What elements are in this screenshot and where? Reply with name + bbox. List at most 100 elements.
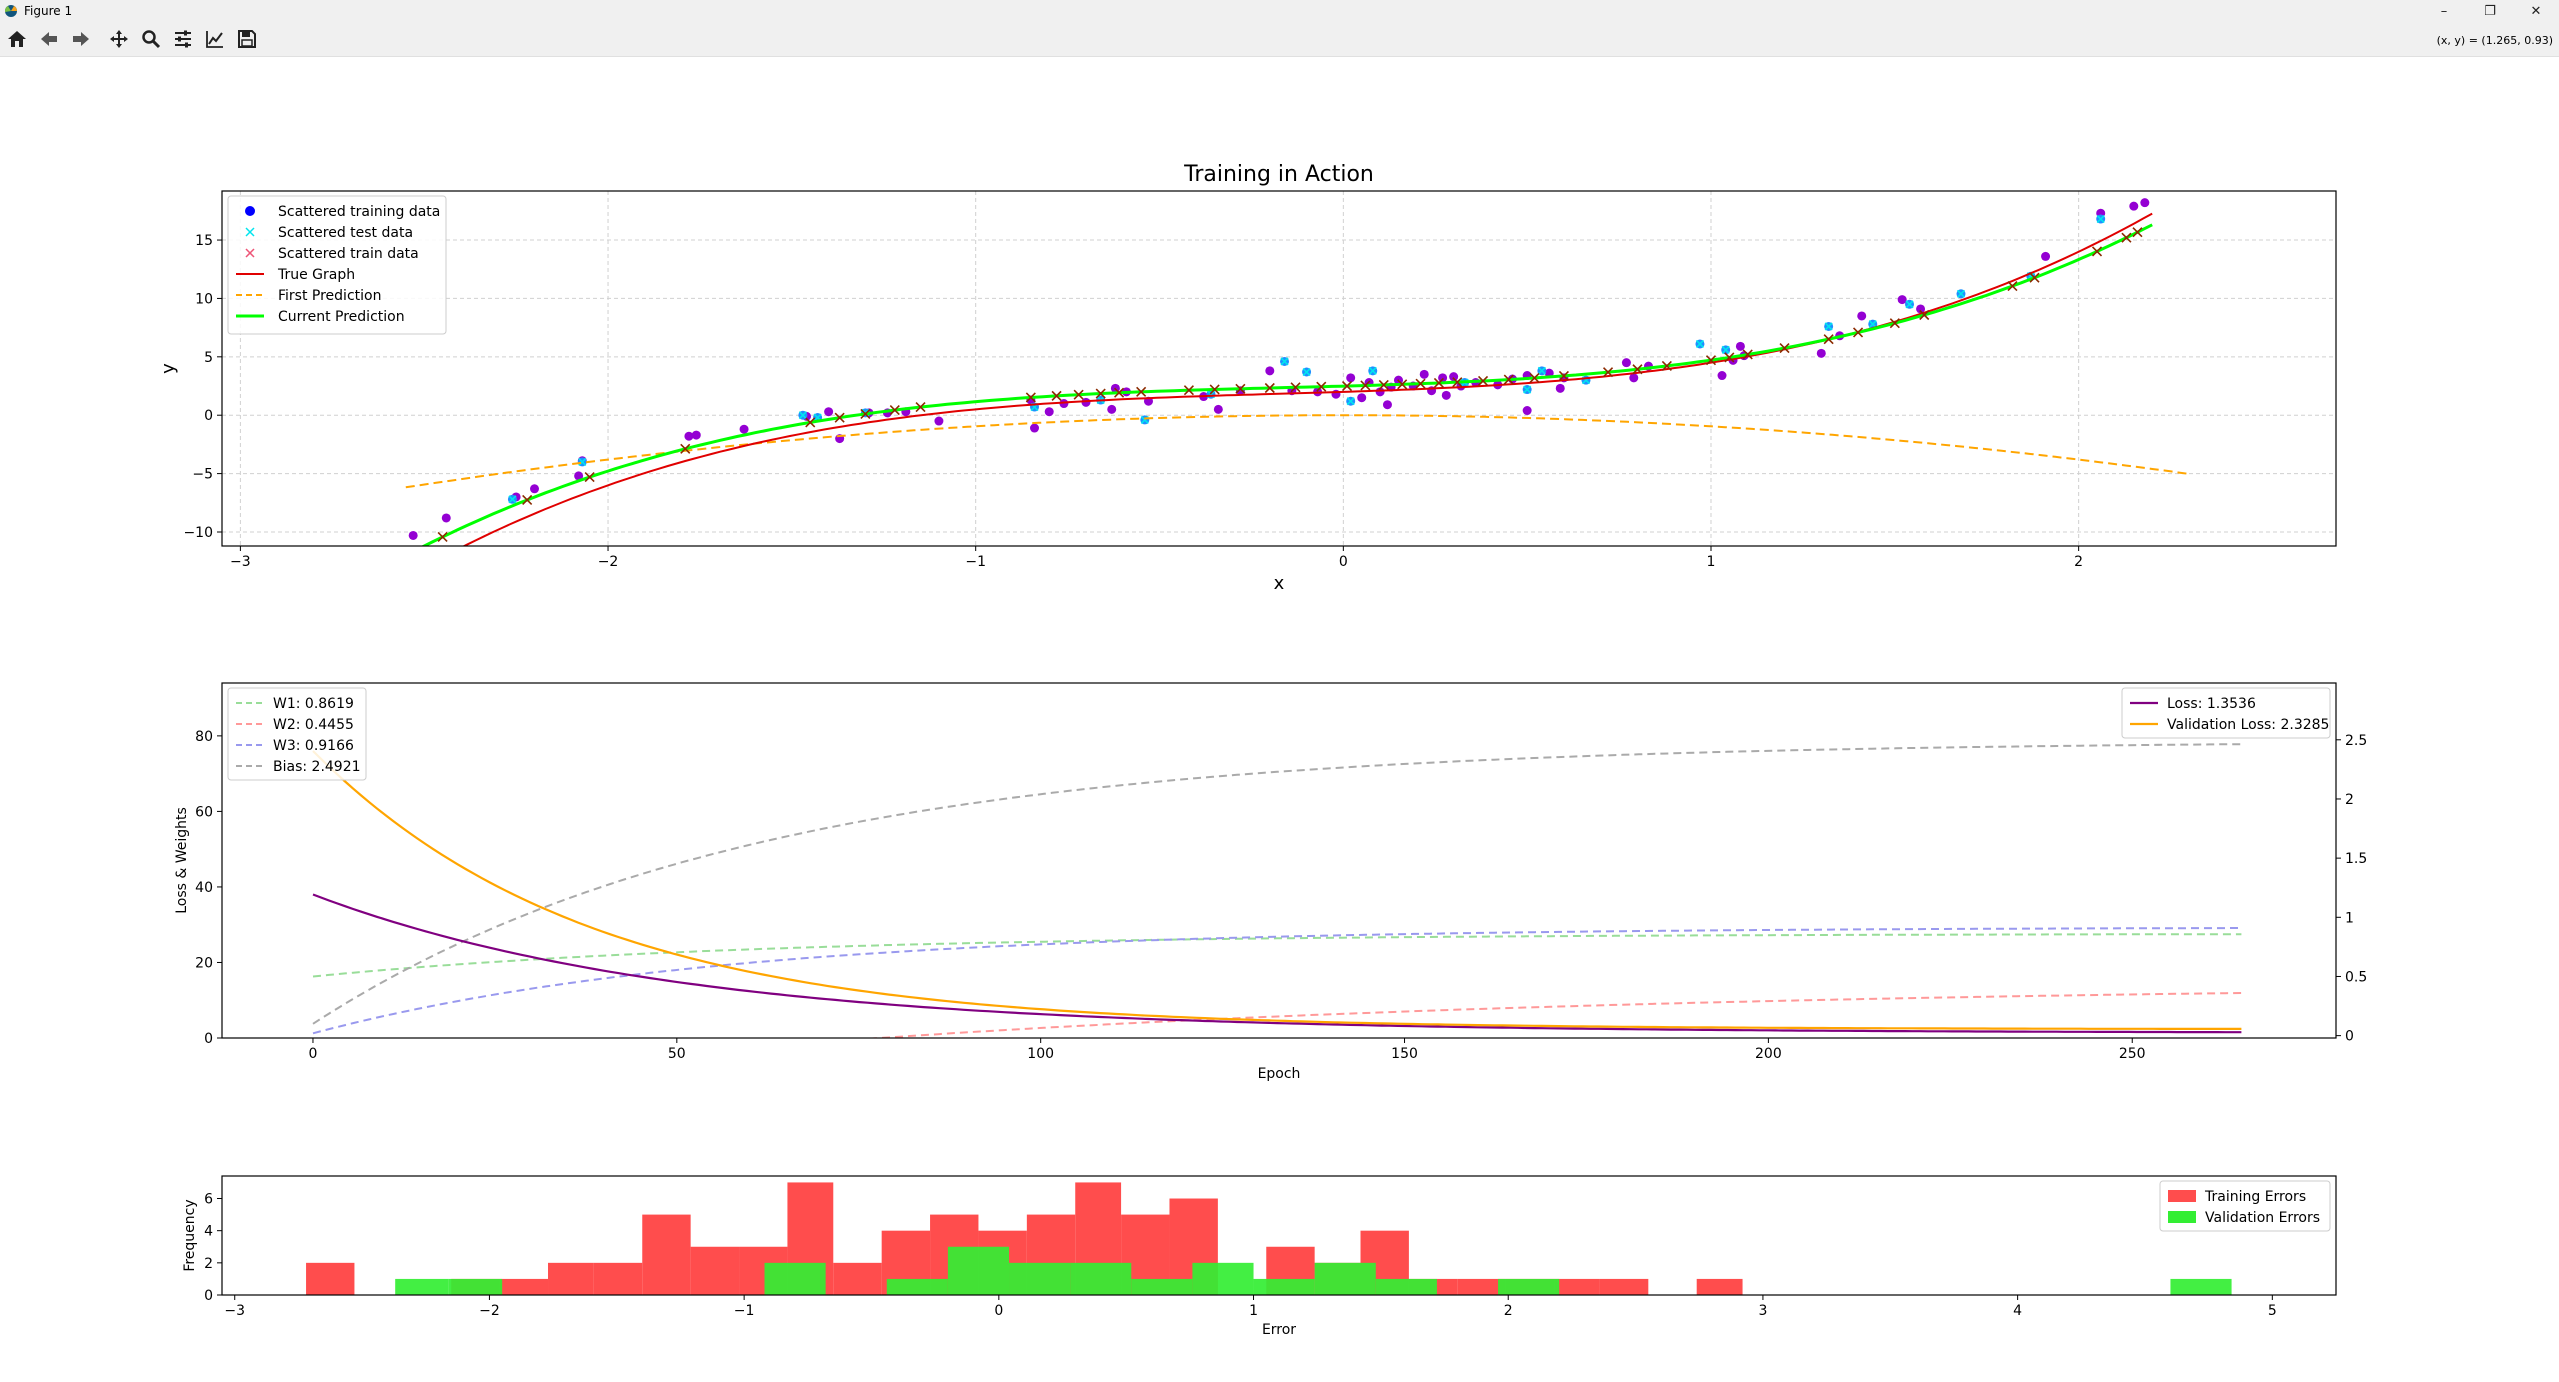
y-tick-label: 40 [195,880,213,896]
training-bar [690,1246,740,1295]
training-point [1857,311,1867,321]
training-point [530,484,540,494]
test-point-cross [1523,385,1532,394]
minimize-button[interactable]: – [2440,3,2448,19]
cursor-coordinates: (x, y) = (1.265, 0.93) [2436,34,2553,47]
validation-bar [947,1246,1010,1295]
subplots-button[interactable] [168,24,198,54]
train-point [1823,334,1834,345]
train-point [1397,379,1408,390]
y-tick-label: 2.5 [2345,733,2367,749]
y-tick-label: 5 [204,350,213,366]
training-point [1030,423,1040,433]
training-bar [548,1262,594,1295]
validation-bar [764,1262,826,1295]
series-line [312,927,2242,1035]
training-point [1916,304,1926,314]
train-point [1503,374,1514,385]
y-tick-label: 0 [2345,1029,2354,1045]
close-button[interactable]: ✕ [2530,3,2542,19]
train-point [1661,360,1672,371]
line-chart-icon [206,31,223,48]
training-point [1213,404,1223,414]
weights-legend: W1: 0.8619 W2: 0.4455 W3: 0.9166 Bias: 2.49… [227,687,367,781]
pan-button[interactable] [104,24,134,54]
legend-label: Bias: 2.4921 [273,759,361,775]
test-point-cross [1695,339,1705,349]
forward-button[interactable] [66,24,96,54]
x-tick-label: 200 [1755,1046,1782,1062]
training-point [1735,341,1745,351]
train-point [1114,387,1125,398]
series-line [866,992,2242,1038]
training-point [1107,404,1117,414]
floppy-icon [238,30,256,48]
y-axis-label: Loss & Weights [174,807,190,914]
legend: Scattered training data Scattered test da… [227,195,447,335]
training-point [934,416,944,426]
train-point [1452,377,1463,388]
train-point [1264,382,1275,394]
train-point [1779,342,1790,354]
train-point [915,402,926,413]
training-bar [642,1214,691,1295]
train-point [1742,349,1753,360]
training-point [1621,358,1631,368]
x-tick-label: 0 [994,1303,1003,1319]
back-button[interactable] [34,24,64,54]
legend-box [2121,687,2331,739]
y-tick-label: 0 [204,408,213,424]
test-point-cross [1721,345,1730,354]
x-axis-label: Epoch [1258,1066,1301,1082]
train-point [2132,227,2143,238]
training-point [1346,373,1356,383]
training-point [1059,399,1069,409]
save-button[interactable] [232,24,262,54]
train-point [2091,246,2103,257]
x-axis-label: Error [1262,1322,1296,1338]
train-point [680,443,691,454]
train-point [2007,280,2018,292]
training-point [1629,373,1639,383]
validation-bar [1375,1278,1437,1295]
validation-bar [395,1278,449,1295]
restore-button[interactable]: ❐ [2484,3,2496,19]
x-axis-label: x [1274,573,1285,594]
figure-canvas[interactable]: −3 −2 −1 0 1 2 −10 −5 0 5 10 15 Training in Action x y… [0,57,2559,1378]
train-point [1889,318,1900,329]
train-point [1415,378,1426,389]
error-histogram: −3 −2 −1 0 1 2 3 4 5 0 2 4 6 Error Frequency Training E… [182,1180,2331,1338]
series-line [312,743,2242,1025]
x-tick-label: 150 [1391,1046,1418,1062]
training-point [1522,406,1532,416]
zoom-button[interactable] [136,24,166,54]
y-tick-label: 0 [204,1288,213,1304]
y-tick-label: 0.5 [2345,969,2367,985]
x-tick-label: 1 [1707,554,1716,570]
test-point-cross [1346,397,1355,406]
training-point [1419,369,1429,379]
x-tick-label: −2 [479,1303,500,1319]
train-point [2121,232,2132,243]
train-point [834,412,845,423]
sliders-icon [175,30,191,48]
home-button[interactable] [2,24,32,54]
validation-bar [1131,1278,1193,1295]
train-point [1183,385,1194,396]
train-point [1919,309,1930,321]
train-point [1433,377,1444,389]
train-point [1852,327,1864,338]
legend-label: First Prediction [278,288,381,304]
move-icon [110,30,128,48]
y-tick-label: 0 [204,1031,213,1047]
axes-edit-button[interactable] [200,24,230,54]
training-bar [833,1262,882,1295]
training-bar [1696,1278,1743,1295]
x-tick-label: 0 [1339,554,1348,570]
x-tick-label: 2 [1504,1303,1513,1319]
training-point [2129,201,2139,211]
y-tick-label: 2 [204,1256,213,1272]
training-bar [1554,1278,1600,1295]
training-point [408,530,418,540]
train-point [1705,355,1717,366]
